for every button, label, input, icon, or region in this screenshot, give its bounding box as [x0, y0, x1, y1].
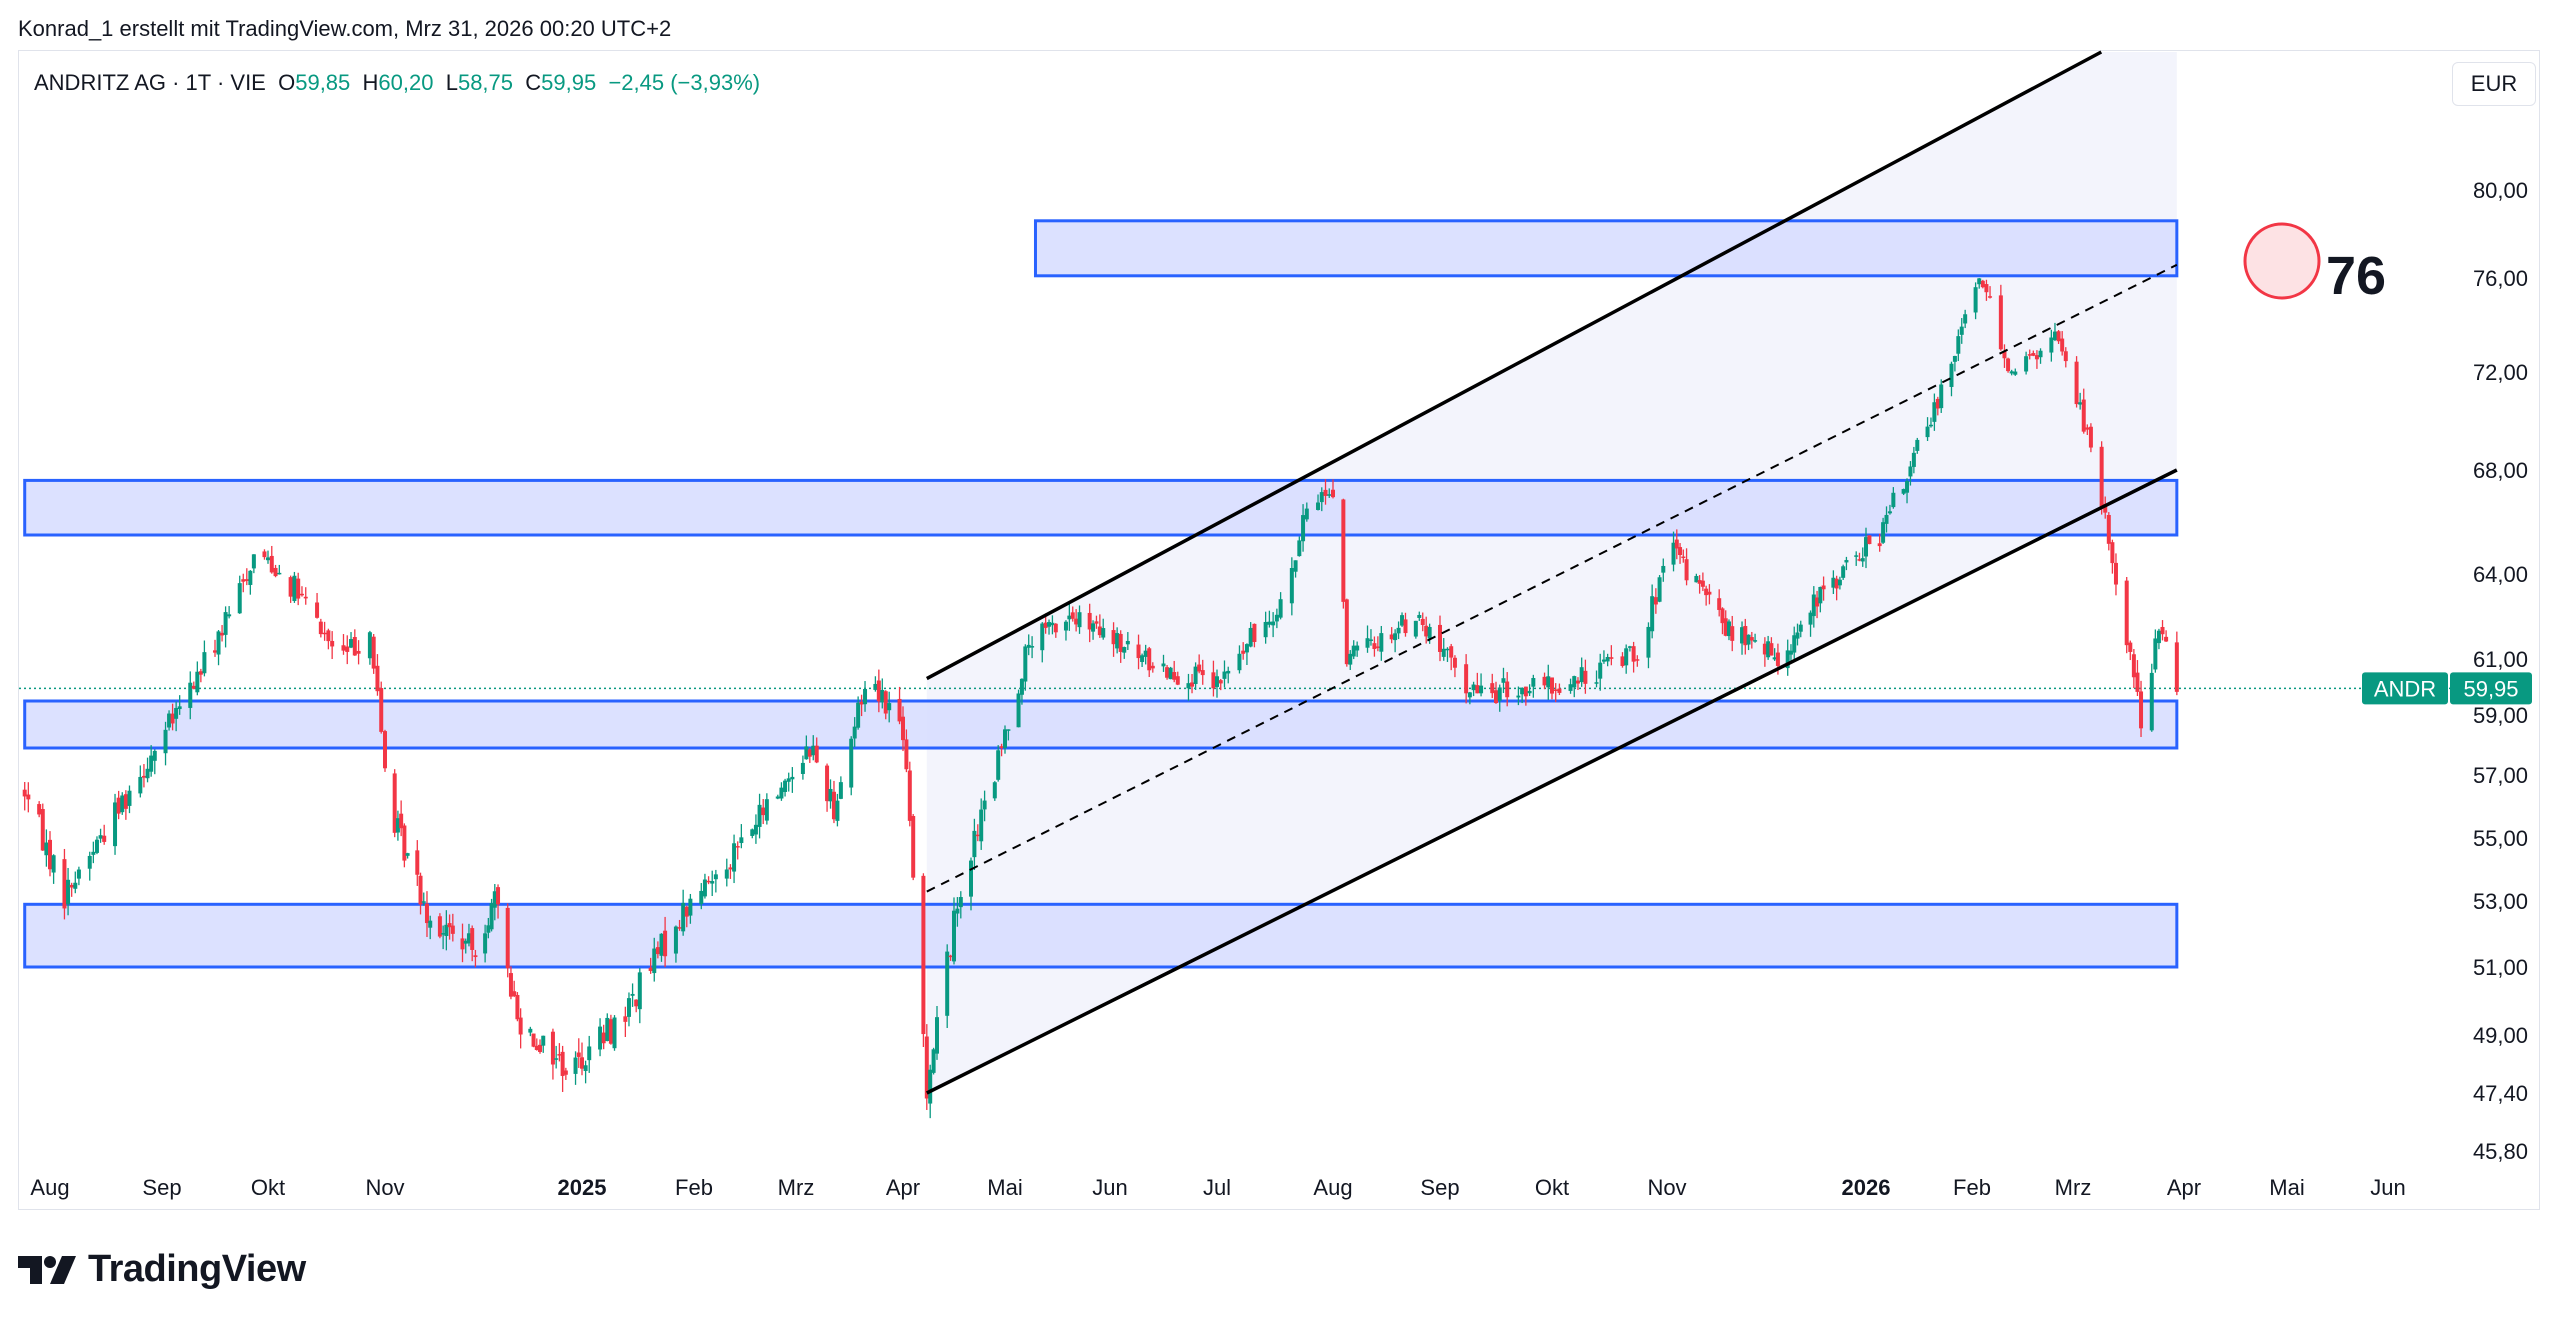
open-label: O — [278, 70, 296, 95]
tradingview-logo[interactable]: TradingView — [18, 1248, 306, 1291]
high-value: 60,20 — [378, 70, 434, 95]
chart-caption: Konrad_1 erstellt mit TradingView.com, M… — [18, 16, 672, 41]
open-value: 59,85 — [295, 70, 351, 95]
chart-frame[interactable] — [18, 50, 2540, 1210]
tradingview-logo-icon — [18, 1255, 76, 1284]
high-label: H — [362, 70, 379, 95]
low-label: L — [445, 70, 458, 95]
brand-name: TradingView — [88, 1248, 306, 1290]
change-value: −2,45 (−3,93%) — [608, 70, 761, 95]
close-label: C — [525, 70, 542, 95]
symbol-label: ANDRITZ AG · 1T · VIE — [34, 70, 266, 95]
low-value: 58,75 — [457, 70, 514, 95]
ohlc-legend: ANDRITZ AG · 1T · VIE O59,85 H60,20 L58,… — [34, 70, 760, 96]
currency-button[interactable]: EUR — [2452, 62, 2536, 106]
close-value: 59,95 — [541, 70, 597, 95]
